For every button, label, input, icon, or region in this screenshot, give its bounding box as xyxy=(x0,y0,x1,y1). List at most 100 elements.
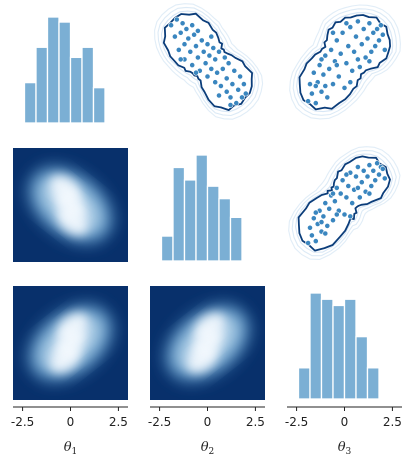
scatter-point xyxy=(362,54,369,61)
x-tick-label: 2.5 xyxy=(109,415,128,429)
scatter-point xyxy=(322,230,329,237)
scatter-point xyxy=(179,20,186,27)
scatter-point xyxy=(318,219,325,225)
scatter-point xyxy=(235,86,242,93)
scatter-point xyxy=(364,173,371,180)
scatter-point xyxy=(358,179,365,186)
scatter-point xyxy=(322,200,329,206)
outer-contour xyxy=(295,153,394,253)
main-contour xyxy=(297,155,391,252)
scatter-point xyxy=(198,37,205,44)
scatter-point xyxy=(379,165,386,172)
scatter-point xyxy=(351,48,357,55)
outer-contour xyxy=(157,6,260,117)
histogram-bar xyxy=(297,367,311,400)
scatter-point xyxy=(343,20,350,27)
x-axis-label: θ2 xyxy=(201,440,215,457)
panel-grid xyxy=(13,3,401,400)
histogram-bar xyxy=(332,304,346,400)
scatter-point xyxy=(193,69,199,76)
scatter-point xyxy=(194,54,201,61)
scatter-point xyxy=(171,33,178,40)
scatter-point xyxy=(217,83,224,89)
histogram-bar xyxy=(343,298,357,400)
scatter-point xyxy=(376,171,382,178)
scatter-point xyxy=(335,73,342,80)
scatter-point xyxy=(187,48,194,55)
scatter-point xyxy=(366,190,373,197)
scatter-point xyxy=(356,64,363,70)
scatter-point xyxy=(333,184,340,191)
histogram-bar xyxy=(366,367,380,400)
scatter-point xyxy=(333,211,340,218)
scatter-point xyxy=(239,94,245,101)
scatter-point xyxy=(219,66,226,72)
scatter-point xyxy=(177,29,184,36)
outer-contour xyxy=(296,12,394,113)
density-core xyxy=(192,329,223,357)
scatter-point xyxy=(318,56,325,63)
scatter-point xyxy=(328,47,334,53)
x-tick-label: 0 xyxy=(67,415,75,429)
scatter-panel-θ3-θ2 xyxy=(288,146,401,260)
histogram-bar xyxy=(69,56,83,124)
scatter-point xyxy=(374,26,380,32)
scatter-point xyxy=(312,100,319,106)
scatter-point xyxy=(322,52,329,59)
scatter-point xyxy=(183,26,190,32)
scatter-point xyxy=(312,238,319,244)
scatter-point xyxy=(370,167,377,174)
scatter-point xyxy=(206,52,213,59)
scatter-point xyxy=(305,240,311,246)
scatter-point xyxy=(368,183,375,189)
scatter-point xyxy=(308,232,315,239)
histogram-bar xyxy=(218,197,232,262)
x-axis-2: -2.5 0 2.5 θ2 xyxy=(148,406,265,457)
scatter-point xyxy=(333,37,340,44)
histogram-bar xyxy=(160,235,174,262)
scatter-point xyxy=(349,67,356,74)
x-axis-1: -2.5 0 2.5 θ1 xyxy=(11,406,128,457)
x-axis-3: -2.5 0 2.5 θ3 xyxy=(285,406,402,457)
scatter-point xyxy=(339,177,346,184)
scatter-point xyxy=(177,56,184,63)
scatter-point xyxy=(216,92,222,99)
scatter-panel-θ2-θ1 xyxy=(154,3,264,120)
histogram-3 xyxy=(297,292,380,400)
scatter-point xyxy=(310,69,317,76)
scatter-point xyxy=(307,81,313,87)
scatter-point xyxy=(347,213,354,220)
histogram-bar xyxy=(172,166,186,262)
scatter-point xyxy=(240,81,247,87)
scatter-point xyxy=(381,175,388,182)
histogram-bar xyxy=(183,179,197,262)
scatter-point xyxy=(173,16,180,23)
scatter-point xyxy=(324,94,331,101)
scatter-point xyxy=(189,22,196,29)
scatter-point xyxy=(194,27,201,34)
scatter-point xyxy=(181,41,188,48)
scatter-point xyxy=(229,81,236,87)
scatter-point xyxy=(337,50,344,57)
scatter-point xyxy=(193,43,199,49)
scatter-point xyxy=(358,41,365,48)
scatter-point xyxy=(330,217,336,224)
scatter-point xyxy=(354,184,361,191)
scatter-point xyxy=(345,43,352,49)
density-core xyxy=(55,191,86,219)
histogram-bar xyxy=(92,87,106,124)
scatter-point xyxy=(214,69,220,76)
scatter-point xyxy=(310,215,317,222)
scatter-point xyxy=(366,58,373,65)
scatter-point xyxy=(372,177,379,184)
scatter-point xyxy=(343,171,350,178)
scatter-point xyxy=(343,60,350,67)
histogram-bar xyxy=(229,216,243,262)
scatter-point xyxy=(366,162,373,168)
density-panel-θ1-θ2 xyxy=(13,148,128,262)
scatter-point xyxy=(216,48,222,55)
histogram-2 xyxy=(160,154,243,262)
scatter-point xyxy=(345,183,352,189)
scatter-point xyxy=(312,209,319,216)
